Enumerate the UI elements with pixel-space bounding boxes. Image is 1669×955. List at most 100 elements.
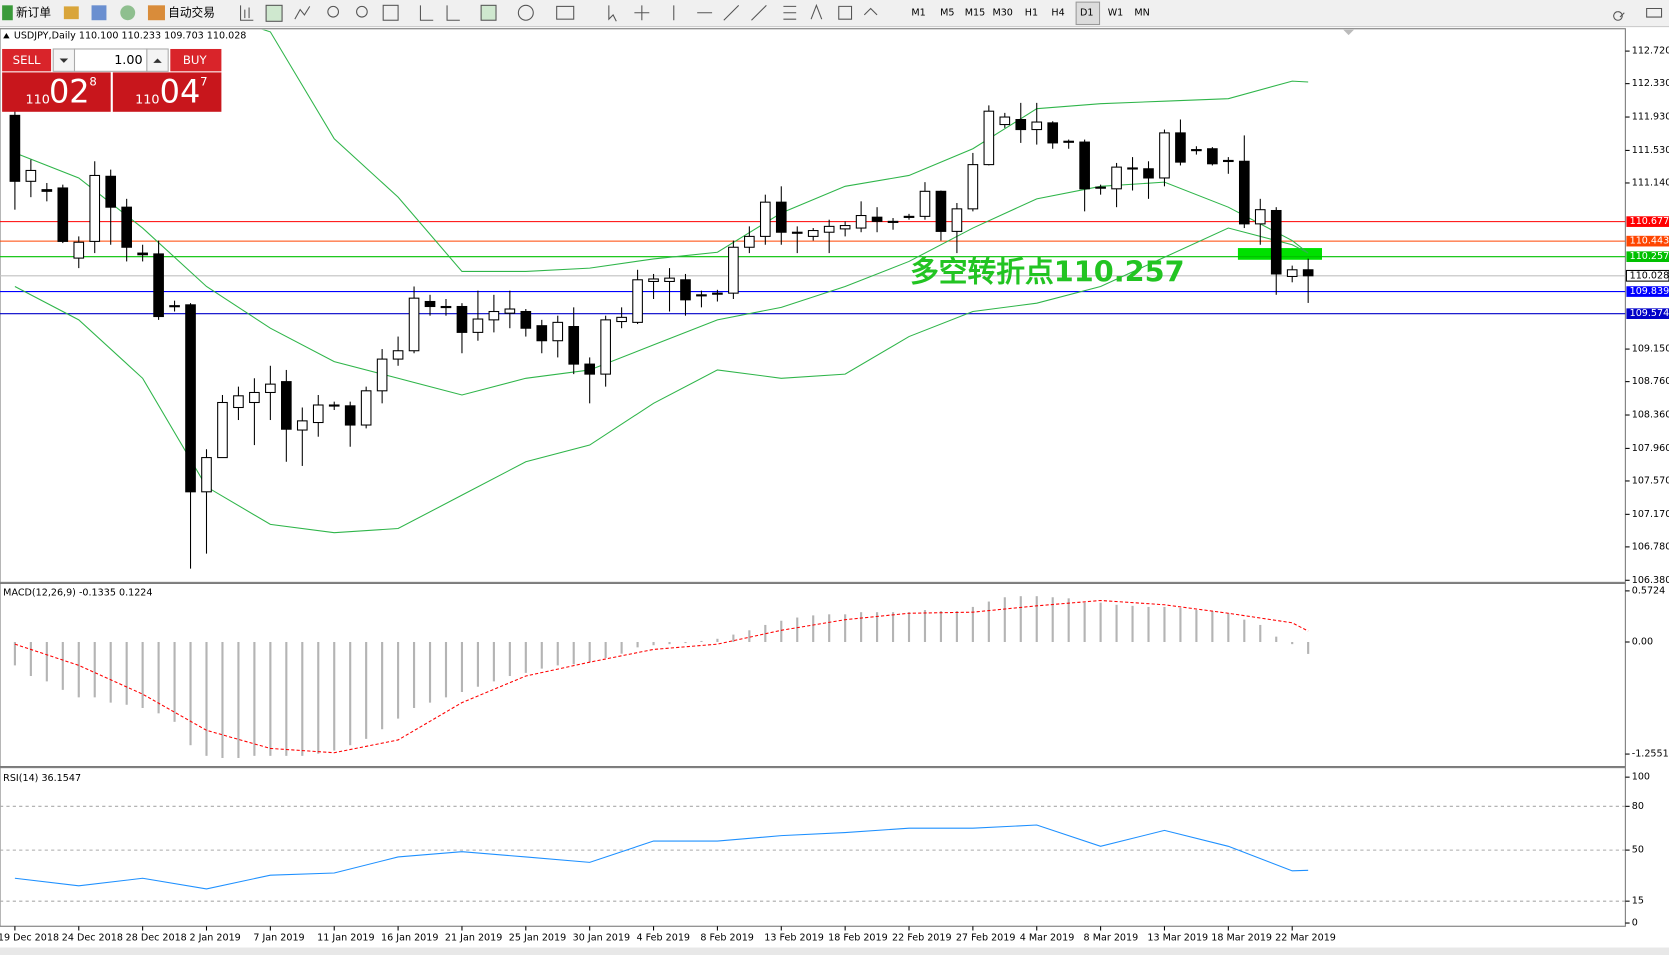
candle-down — [456, 305, 468, 333]
x-tick-label: 21 Jan 2019 — [445, 932, 502, 943]
macd-bar — [556, 641, 559, 666]
timeframe-button[interactable]: M30 — [992, 7, 1012, 18]
sell-label[interactable]: SELL — [13, 53, 41, 67]
scroll-icon[interactable] — [419, 5, 460, 21]
macd-bar — [205, 641, 208, 756]
y-tick-label: 112.720 — [1632, 46, 1669, 57]
main-panel — [0, 28, 1626, 583]
candle-down — [584, 363, 596, 375]
candle-up — [728, 246, 739, 294]
ask-big[interactable]: 110 — [135, 93, 159, 108]
search-icons[interactable] — [1613, 7, 1663, 21]
candle-down — [440, 305, 452, 309]
candle-icon[interactable] — [265, 4, 283, 22]
y-tick-label: 0.00 — [1632, 636, 1653, 647]
lot-value[interactable]: 1.00 — [114, 53, 142, 68]
indicator-icon[interactable] — [480, 4, 497, 21]
timeframe-button[interactable]: M1 — [911, 7, 925, 18]
timeframe-button[interactable]: D1 — [1080, 7, 1093, 18]
bid-box[interactable] — [2, 72, 111, 112]
auto-trading-icon[interactable] — [147, 5, 165, 21]
candle-down — [137, 252, 148, 256]
candle-up — [217, 401, 228, 459]
zoom-out-icon[interactable] — [356, 5, 368, 18]
candle-down — [281, 381, 292, 430]
macd-bar — [684, 641, 687, 644]
timeframe-button[interactable]: H1 — [1025, 7, 1038, 18]
template-icon[interactable] — [556, 5, 575, 20]
candle-down — [1191, 149, 1202, 152]
bollinger-upper — [262, 29, 1309, 272]
macd-bar — [524, 641, 527, 673]
candle-down — [344, 405, 356, 426]
lot-down-arrow[interactable] — [59, 58, 69, 63]
macd-bar — [812, 615, 815, 642]
candle-up — [392, 350, 404, 360]
candle-down — [1302, 269, 1314, 277]
tile-icon[interactable] — [382, 4, 399, 21]
timeframe-button[interactable]: W1 — [1108, 7, 1124, 18]
timeframe-button[interactable]: H4 — [1051, 7, 1064, 18]
turning-point-annotation: 多空转折点110.257 — [910, 255, 1185, 289]
buy-button[interactable] — [170, 48, 222, 72]
timeframe-button[interactable]: M15 — [965, 7, 985, 18]
sell-button[interactable] — [2, 48, 52, 72]
x-tick-label: 16 Jan 2019 — [381, 932, 438, 943]
candle-down — [536, 325, 548, 342]
tool-icon[interactable] — [120, 5, 136, 21]
candle-up — [1111, 166, 1122, 190]
macd-bar — [1259, 624, 1262, 642]
buy-label[interactable]: BUY — [183, 53, 208, 67]
tool-icon[interactable] — [91, 5, 107, 21]
macd-bar — [876, 612, 879, 642]
macd-bar — [1275, 636, 1278, 642]
period-icon[interactable] — [517, 4, 534, 21]
ask-main[interactable]: 04 — [160, 73, 201, 111]
bid-small[interactable]: 8 — [89, 74, 96, 88]
macd-bar — [285, 641, 288, 756]
bid-big[interactable]: 110 — [26, 93, 50, 108]
new-order-icon[interactable] — [2, 5, 13, 21]
price-level-tag — [1626, 216, 1669, 227]
rsi-plot — [0, 805, 1626, 902]
timeframe-button[interactable]: MN — [1134, 7, 1149, 18]
bid-main[interactable]: 02 — [49, 73, 90, 111]
macd-bar — [1131, 605, 1134, 642]
macd-bar — [93, 641, 96, 698]
tool-icon[interactable] — [63, 6, 79, 20]
ask-small[interactable]: 7 — [200, 74, 207, 88]
macd-bar — [412, 641, 416, 708]
candle-down — [121, 206, 132, 248]
drawing-tools[interactable] — [608, 3, 878, 22]
zoom-in-icon[interactable] — [327, 5, 340, 18]
candle-down — [41, 189, 53, 192]
candle-down — [57, 187, 69, 242]
bar-chart-icon[interactable] — [240, 5, 254, 21]
lot-up-arrow[interactable] — [153, 58, 162, 63]
macd-bar — [923, 610, 927, 642]
macd-bar — [253, 641, 256, 756]
macd-bar — [1019, 596, 1022, 642]
macd-bar — [796, 617, 799, 642]
x-tick-label: 13 Mar 2019 — [1147, 932, 1208, 943]
macd-bar — [700, 640, 703, 642]
macd-bar — [955, 611, 958, 642]
auto-trading-button[interactable]: 自动交易 — [168, 5, 215, 19]
macd-bar — [604, 641, 607, 658]
line-chart-icon[interactable] — [294, 6, 311, 20]
candle-down — [105, 175, 117, 208]
new-order-button[interactable]: 新订单 — [16, 5, 51, 19]
macd-bar — [173, 641, 176, 722]
price-level-label: 110.443 — [1630, 236, 1669, 247]
macd-bar — [1067, 598, 1070, 642]
candle-down — [887, 220, 899, 223]
timeframe-button[interactable]: M5 — [940, 7, 954, 18]
collapse-arrow[interactable] — [3, 33, 10, 39]
candle-up — [312, 404, 324, 424]
macd-bar — [620, 641, 623, 654]
macd-signal — [14, 599, 1309, 754]
macd-bar — [61, 641, 64, 690]
candle-down — [9, 114, 21, 182]
macd-bar — [381, 641, 384, 730]
ask-box[interactable] — [112, 72, 222, 112]
